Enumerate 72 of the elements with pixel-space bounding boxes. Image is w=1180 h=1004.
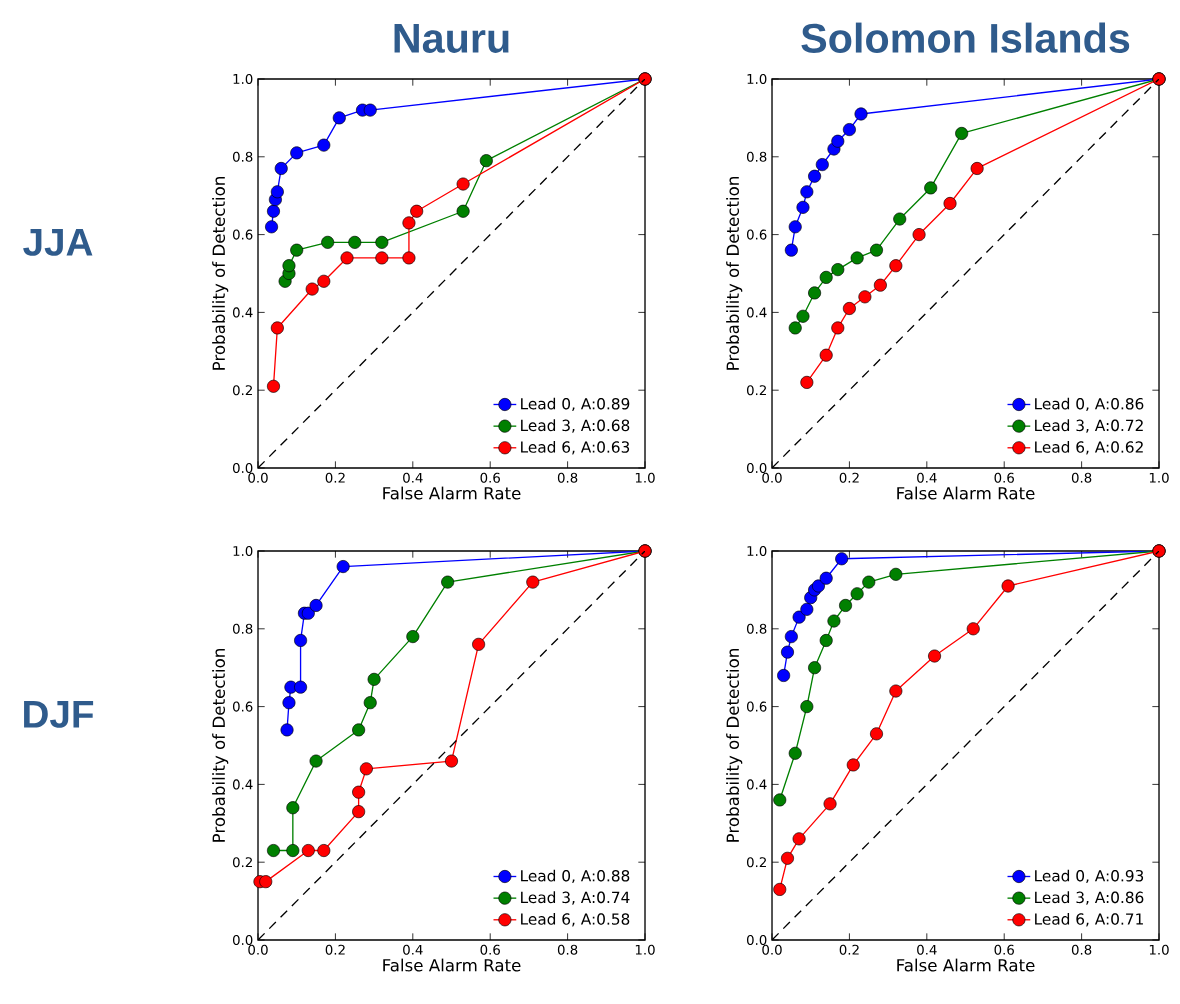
x-tick-label: 1.0 [635,944,655,955]
x-tick-label: 0.8 [1071,472,1092,483]
y-tick-label: 0.8 [746,151,767,162]
y-tick-label: 0.2 [746,385,766,396]
y-tick-label: 0.4 [232,307,253,318]
legend-label: Lead 6, A:0.71 [1035,912,1143,927]
x-tick-label: 0.0 [248,472,268,483]
legend-label: Lead 3, A:0.86 [1035,891,1144,905]
x-axis-title: False Alarm Rate [897,958,1035,972]
chart-title: Solomon Islands [801,22,1130,53]
y-axis-title: Probability of Detection [212,649,229,842]
x-tick-label: 0.2 [839,472,859,483]
legend-label: Lead 0, A:0.88 [521,869,630,884]
x-tick-label: 0.6 [994,472,1014,483]
y-tick-label: 0.8 [746,623,767,634]
y-tick-label: 1.0 [233,545,253,557]
y-tick-label: 0.6 [232,701,253,712]
x-axis-title: False Alarm Rate [383,958,521,972]
y-tick-label: 0.0 [746,934,767,946]
y-tick-label: 0.4 [746,307,767,318]
legend-label: Lead 3, A:0.74 [521,891,630,905]
x-axis-title: False Alarm Rate [383,486,521,500]
x-tick-label: 0.2 [325,472,345,483]
x-tick-label: 0.6 [480,944,500,955]
legend-label: Lead 0, A:0.89 [521,397,630,412]
legend-label: Lead 6, A:0.58 [521,912,630,927]
y-axis-title: Probability of Detection [726,177,743,370]
y-tick-label: 0.2 [232,857,252,868]
x-tick-label: 0.0 [762,944,782,955]
y-tick-label: 0.0 [746,462,767,474]
y-tick-label: 1.0 [233,73,253,85]
x-tick-label: 0.2 [839,944,859,955]
y-axis-title: Probability of Detection [726,649,743,842]
x-axis-title: False Alarm Rate [897,486,1035,500]
x-tick-label: 0.8 [557,472,578,483]
text: DJF [24,700,94,728]
x-tick-label: 0.0 [248,944,268,955]
x-tick-label: 0.4 [403,472,423,483]
y-tick-label: 0.2 [746,857,766,868]
x-tick-label: 0.8 [557,944,578,955]
x-tick-label: 0.8 [1071,944,1092,955]
y-tick-label: 0.0 [232,934,253,946]
x-tick-label: 0.0 [762,472,782,483]
y-axis-title: Probability of Detection [212,177,229,370]
legend-label: Lead 6, A:0.63 [521,440,630,455]
legend-label: Lead 3, A:0.72 [1035,419,1143,433]
y-tick-label: 0.6 [746,701,767,712]
legend-label: Lead 6, A:0.62 [1035,440,1143,455]
legend-label: Lead 0, A:0.86 [1035,397,1144,412]
legend-label: Lead 3, A:0.68 [521,419,630,433]
x-tick-label: 0.4 [403,944,423,955]
y-tick-label: 1.0 [747,73,767,85]
y-tick-label: 1.0 [747,545,767,557]
x-tick-label: 0.4 [917,944,937,955]
chart-title: Nauru [394,24,509,53]
y-tick-label: 0.8 [232,151,253,162]
x-tick-label: 1.0 [1149,472,1169,483]
y-tick-label: 0.6 [746,229,767,240]
text: JJA [23,228,93,256]
x-tick-label: 1.0 [1149,944,1169,955]
y-tick-label: 0.0 [232,462,253,474]
y-tick-label: 0.4 [746,779,767,790]
x-tick-label: 1.0 [635,472,655,483]
x-tick-label: 0.4 [917,472,937,483]
y-tick-label: 0.4 [232,779,253,790]
x-tick-label: 0.6 [994,944,1014,955]
legend-label: Lead 0, A:0.93 [1035,869,1144,884]
y-tick-label: 0.2 [232,385,252,396]
x-tick-label: 0.2 [325,944,345,955]
y-tick-label: 0.6 [232,229,253,240]
y-tick-label: 0.8 [232,623,253,634]
x-tick-label: 0.6 [480,472,500,483]
